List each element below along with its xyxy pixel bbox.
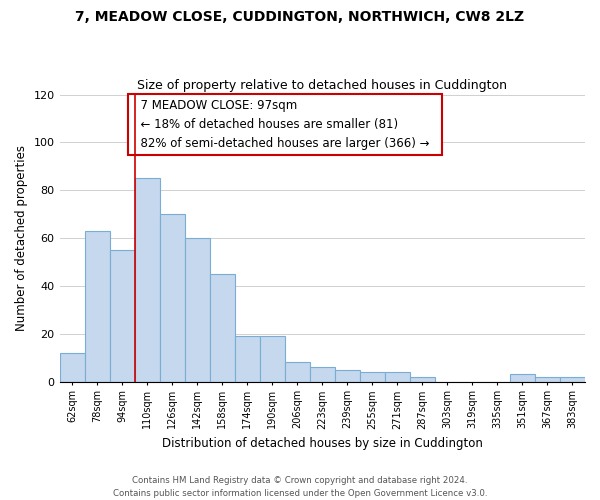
- Bar: [410, 376, 435, 382]
- Bar: [335, 370, 360, 382]
- Bar: [160, 214, 185, 382]
- Bar: [510, 374, 535, 382]
- Bar: [134, 178, 160, 382]
- Bar: [59, 353, 85, 382]
- Y-axis label: Number of detached properties: Number of detached properties: [15, 145, 28, 331]
- Bar: [310, 367, 335, 382]
- Title: Size of property relative to detached houses in Cuddington: Size of property relative to detached ho…: [137, 79, 507, 92]
- Bar: [285, 362, 310, 382]
- Text: Contains HM Land Registry data © Crown copyright and database right 2024.
Contai: Contains HM Land Registry data © Crown c…: [113, 476, 487, 498]
- Text: 7, MEADOW CLOSE, CUDDINGTON, NORTHWICH, CW8 2LZ: 7, MEADOW CLOSE, CUDDINGTON, NORTHWICH, …: [76, 10, 524, 24]
- Bar: [535, 376, 560, 382]
- Bar: [110, 250, 134, 382]
- Bar: [360, 372, 385, 382]
- Bar: [185, 238, 209, 382]
- Bar: [235, 336, 260, 382]
- Bar: [560, 376, 585, 382]
- Bar: [85, 231, 110, 382]
- X-axis label: Distribution of detached houses by size in Cuddington: Distribution of detached houses by size …: [162, 437, 483, 450]
- Bar: [209, 274, 235, 382]
- Bar: [385, 372, 410, 382]
- Text: 7 MEADOW CLOSE: 97sqm
  ← 18% of detached houses are smaller (81)
  82% of semi-: 7 MEADOW CLOSE: 97sqm ← 18% of detached …: [133, 99, 437, 150]
- Bar: [260, 336, 285, 382]
